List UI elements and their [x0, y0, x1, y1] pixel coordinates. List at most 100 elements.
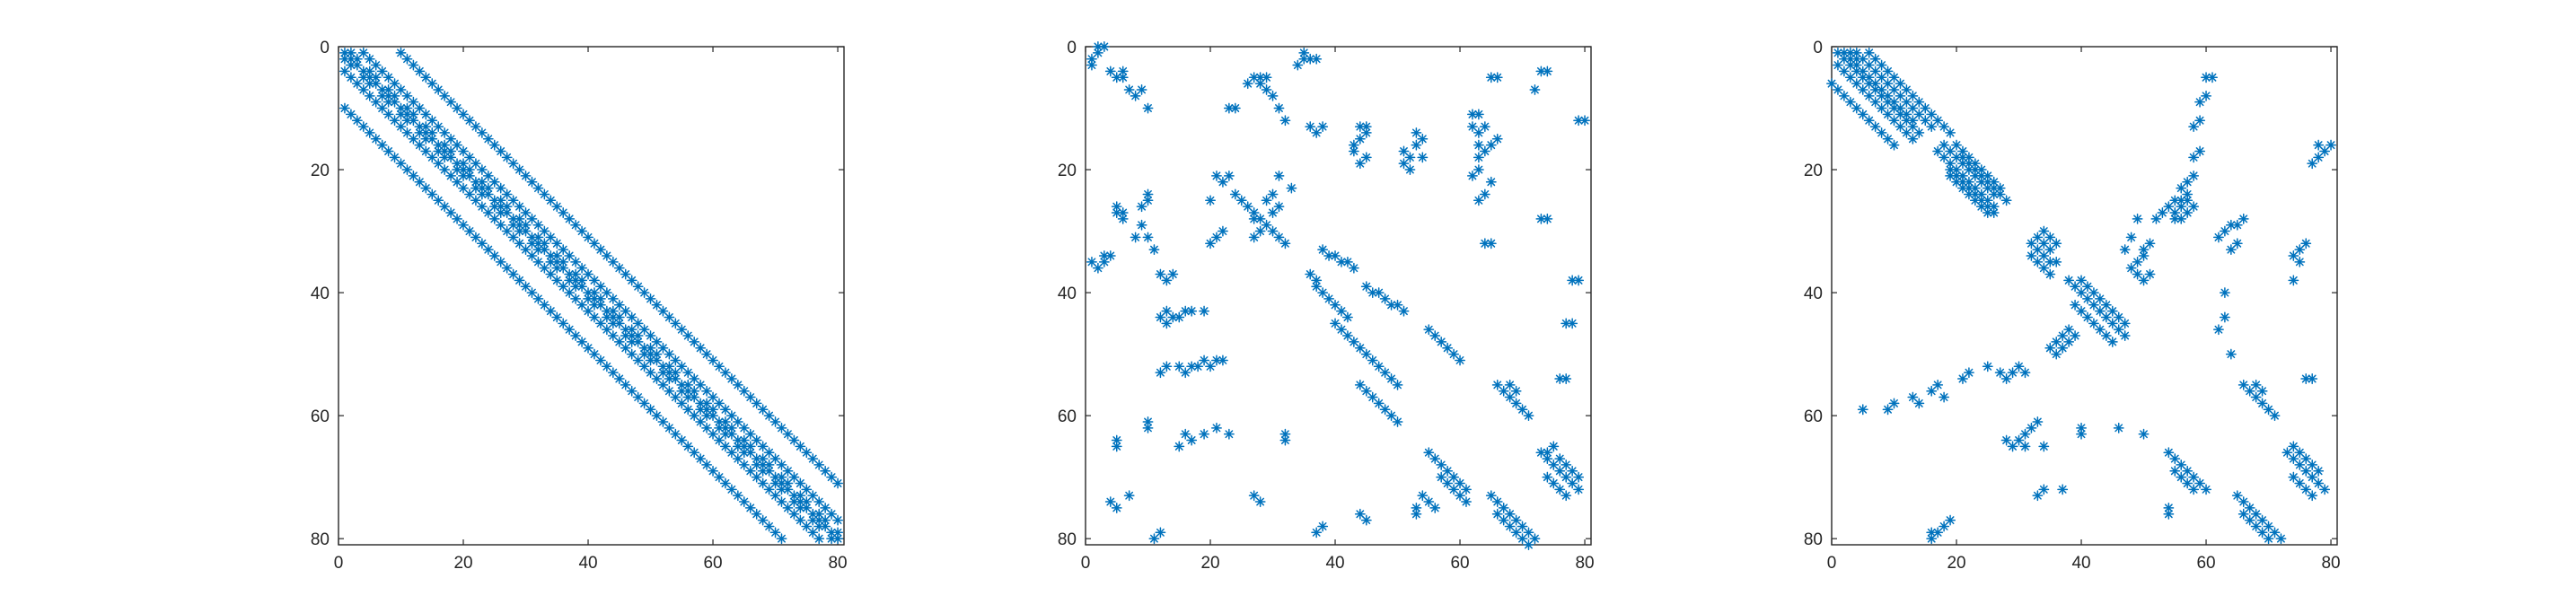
- nonzero-marker: [1411, 508, 1422, 520]
- nonzero-marker: [807, 514, 819, 526]
- nonzero-marker: [1436, 471, 1447, 483]
- nonzero-marker: [1360, 385, 1372, 397]
- nonzero-marker: [1148, 244, 1160, 256]
- nonzero-marker: [1336, 305, 1347, 317]
- nonzero-marker: [2225, 219, 2237, 231]
- nonzero-marker: [370, 78, 382, 90]
- nonzero-marker: [576, 281, 588, 293]
- nonzero-marker: [2032, 244, 2044, 256]
- nonzero-marker: [433, 121, 444, 133]
- nonzero-marker: [1888, 84, 1900, 95]
- nonzero-marker: [1117, 213, 1129, 224]
- nonzero-marker: [708, 465, 718, 477]
- nonzero-marker: [1123, 84, 1135, 95]
- nonzero-marker: [1957, 145, 1968, 157]
- nonzero-marker: [520, 207, 532, 218]
- nonzero-marker: [1305, 121, 1316, 133]
- nonzero-marker: [1354, 342, 1366, 354]
- nonzero-marker: [638, 342, 650, 354]
- nonzero-marker: [1567, 318, 1578, 329]
- nonzero-marker: [695, 379, 707, 390]
- nonzero-marker: [2288, 453, 2299, 465]
- nonzero-marker: [1963, 158, 1974, 170]
- nonzero-marker: [1086, 59, 1097, 71]
- nonzero-marker: [551, 256, 563, 267]
- nonzero-marker: [1913, 109, 1925, 120]
- nonzero-marker: [1367, 355, 1378, 366]
- nonzero-marker: [645, 342, 656, 354]
- nonzero-marker: [2063, 275, 2075, 286]
- nonzero-marker: [439, 164, 451, 175]
- nonzero-marker: [1211, 232, 1222, 243]
- nonzero-marker: [769, 477, 781, 489]
- nonzero-marker: [1429, 453, 1441, 465]
- nonzero-marker: [1174, 311, 1185, 323]
- nonzero-marker: [1975, 170, 1987, 181]
- nonzero-marker: [1367, 391, 1378, 403]
- nonzero-marker: [2300, 453, 2312, 465]
- nonzero-marker: [1466, 170, 1478, 181]
- nonzero-marker: [2307, 490, 2318, 502]
- nonzero-marker: [701, 385, 713, 397]
- nonzero-marker: [1186, 305, 1198, 317]
- nonzero-marker: [1317, 121, 1329, 133]
- nonzero-marker: [2182, 465, 2194, 477]
- nonzero-marker: [470, 121, 481, 133]
- nonzero-marker: [1360, 348, 1372, 360]
- nonzero-marker: [1117, 66, 1129, 77]
- nonzero-marker: [826, 508, 838, 520]
- nonzero-marker: [1142, 416, 1154, 427]
- nonzero-marker: [526, 250, 538, 261]
- nonzero-marker: [1982, 361, 1993, 372]
- nonzero-marker: [370, 96, 382, 108]
- nonzero-marker: [1901, 109, 1912, 120]
- nonzero-marker: [776, 471, 787, 483]
- nonzero-marker: [2238, 508, 2249, 520]
- nonzero-marker: [420, 127, 432, 138]
- nonzero-marker: [2032, 416, 2044, 427]
- nonzero-marker: [664, 311, 675, 323]
- nonzero-marker: [664, 373, 675, 384]
- nonzero-marker: [495, 195, 506, 206]
- nonzero-marker: [1876, 102, 1887, 114]
- nonzero-marker: [632, 318, 644, 329]
- nonzero-marker: [2076, 287, 2087, 299]
- nonzero-marker: [1504, 508, 1516, 520]
- nonzero-marker: [514, 219, 525, 231]
- nonzero-marker: [1242, 201, 1253, 213]
- nonzero-marker: [1888, 115, 1900, 127]
- nonzero-marker: [657, 305, 669, 317]
- nonzero-marker: [1360, 152, 1372, 163]
- nonzero-marker: [1554, 453, 1566, 465]
- nonzero-marker: [495, 256, 506, 267]
- nonzero-marker: [638, 361, 650, 372]
- nonzero-marker: [539, 244, 550, 256]
- nonzero-marker: [395, 47, 407, 58]
- nonzero-marker: [1863, 59, 1875, 71]
- nonzero-marker: [414, 66, 426, 77]
- nonzero-marker: [763, 484, 775, 495]
- x-tick-label: 60: [2196, 554, 2215, 573]
- nonzero-marker: [501, 201, 513, 213]
- nonzero-marker: [2051, 256, 2062, 267]
- nonzero-marker: [820, 514, 831, 526]
- nonzero-marker: [795, 490, 806, 502]
- nonzero-marker: [1330, 299, 1341, 311]
- nonzero-marker: [1199, 428, 1210, 440]
- nonzero-marker: [351, 59, 363, 71]
- nonzero-marker: [2076, 305, 2087, 317]
- nonzero-marker: [2051, 348, 2062, 360]
- nonzero-marker: [488, 176, 500, 188]
- nonzero-marker: [1436, 336, 1447, 347]
- nonzero-marker: [2263, 521, 2274, 532]
- nonzero-marker: [1573, 484, 1585, 495]
- nonzero-marker: [470, 176, 481, 188]
- nonzero-marker: [539, 188, 550, 200]
- y-tick-label: 80: [311, 530, 330, 549]
- nonzero-marker: [1423, 324, 1435, 336]
- nonzero-marker: [2182, 195, 2194, 206]
- nonzero-marker: [1857, 109, 1868, 120]
- nonzero-marker: [1354, 508, 1366, 520]
- nonzero-marker: [1901, 115, 1912, 127]
- nonzero-marker: [389, 78, 400, 90]
